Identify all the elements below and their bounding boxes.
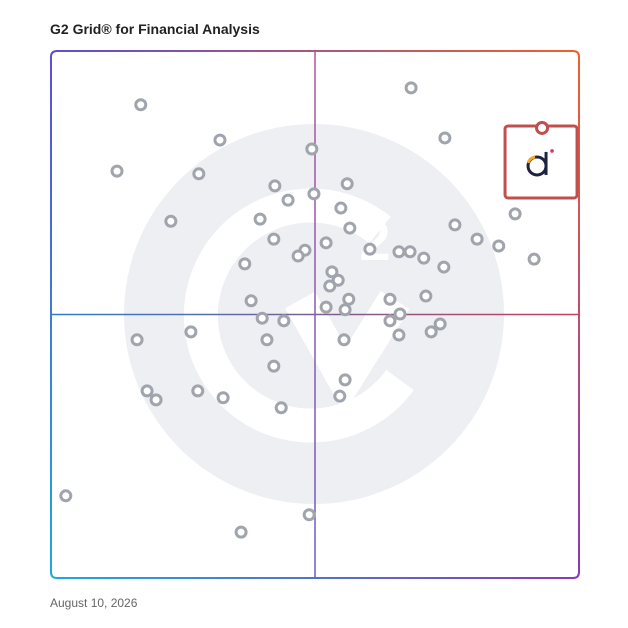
product-dot[interactable]: [267, 359, 281, 373]
product-dot[interactable]: [319, 236, 333, 250]
product-dot[interactable]: [216, 391, 230, 405]
product-dot[interactable]: [305, 142, 319, 156]
frame: [50, 50, 580, 579]
product-dot[interactable]: [343, 221, 357, 235]
highlight: [503, 120, 579, 200]
product-dot[interactable]: [333, 389, 347, 403]
product-logo: [526, 149, 554, 177]
product-dot[interactable]: [419, 289, 433, 303]
product-dot[interactable]: [383, 292, 397, 306]
product-dot[interactable]: [140, 384, 154, 398]
product-dot[interactable]: [392, 328, 406, 342]
product-dot[interactable]: [213, 133, 227, 147]
product-dot[interactable]: [307, 187, 321, 201]
points: [59, 81, 541, 539]
product-dot[interactable]: [260, 333, 274, 347]
product-dot[interactable]: [527, 252, 541, 266]
product-dot[interactable]: [338, 373, 352, 387]
product-dot[interactable]: [268, 179, 282, 193]
logo-dot: [550, 149, 554, 153]
product-dot[interactable]: [438, 131, 452, 145]
logo-arc: [526, 155, 536, 164]
product-dot[interactable]: [403, 245, 417, 259]
product-dot[interactable]: [164, 214, 178, 228]
product-dot[interactable]: [281, 193, 295, 207]
product-dot[interactable]: [448, 218, 462, 232]
product-dot[interactable]: [302, 508, 316, 522]
product-dot[interactable]: [404, 81, 418, 95]
product-dot[interactable]: [437, 260, 451, 274]
product-dot[interactable]: [508, 207, 522, 221]
date: August 10, 2026: [50, 596, 138, 610]
svg-text:2: 2: [359, 209, 390, 272]
product-dot[interactable]: [433, 317, 447, 331]
title: G2 Grid® for Financial Analysis: [50, 21, 260, 37]
product-dot[interactable]: [238, 257, 252, 271]
product-dot[interactable]: [323, 279, 337, 293]
highlight-box: [503, 124, 579, 200]
product-dot[interactable]: [492, 239, 506, 253]
product-dot[interactable]: [274, 401, 288, 415]
product-dot[interactable]: [417, 251, 431, 265]
product-dot[interactable]: [277, 314, 291, 328]
product-dot[interactable]: [338, 303, 352, 317]
product-dot[interactable]: [470, 232, 484, 246]
product-dot[interactable]: [110, 164, 124, 178]
product-dot[interactable]: [234, 525, 248, 539]
product-dot[interactable]: [244, 294, 258, 308]
product-dot[interactable]: [383, 314, 397, 328]
product-dot[interactable]: [337, 333, 351, 347]
product-dot[interactable]: [255, 311, 269, 325]
product-dot[interactable]: [253, 212, 267, 226]
product-dot[interactable]: [134, 98, 148, 112]
product-dot[interactable]: [392, 245, 406, 259]
product-dot[interactable]: [319, 300, 333, 314]
product-dot[interactable]: [59, 489, 73, 503]
product-dot[interactable]: [267, 232, 281, 246]
product-dot[interactable]: [149, 393, 163, 407]
highlight-dot[interactable]: [535, 120, 550, 135]
product-dot[interactable]: [363, 242, 377, 256]
product-dot[interactable]: [325, 265, 339, 279]
product-dot[interactable]: [393, 307, 407, 321]
product-dot[interactable]: [130, 333, 144, 347]
product-dot[interactable]: [331, 273, 345, 287]
product-dot[interactable]: [334, 201, 348, 215]
product-dot[interactable]: [340, 177, 354, 191]
product-dot[interactable]: [342, 292, 356, 306]
product-dot[interactable]: [291, 249, 305, 263]
product-dot[interactable]: [184, 325, 198, 339]
product-dot[interactable]: [191, 384, 205, 398]
product-dot[interactable]: [192, 167, 206, 181]
product-dot[interactable]: [424, 325, 438, 339]
